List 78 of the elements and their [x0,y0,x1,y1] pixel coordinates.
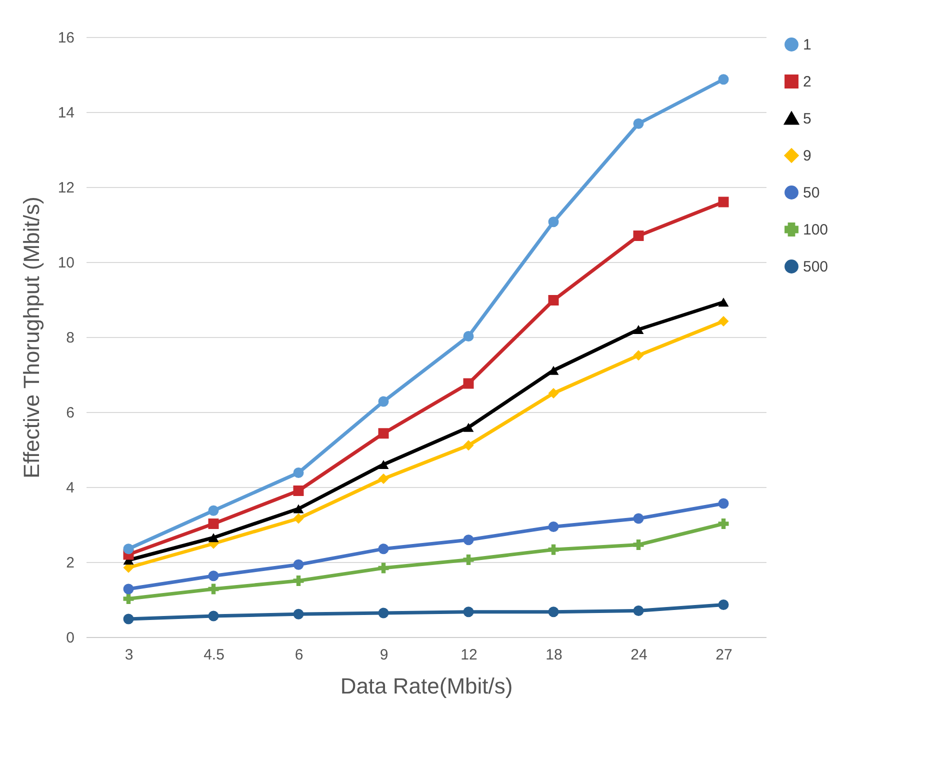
point [463,534,474,546]
y-tick-label: 2 [66,554,74,572]
point [123,544,134,554]
point [463,331,474,342]
point [293,576,304,586]
point [718,518,729,529]
y-axis-title: Effective Thorughput (Mbit/s) [18,196,44,478]
x-tick-label: 24 [630,646,648,664]
point [633,540,644,550]
point [293,559,304,570]
y-tick-label: 10 [58,254,74,272]
y-tick-label: 16 [58,30,74,46]
x-tick-label: 18 [546,646,562,664]
point [378,396,389,407]
point [208,505,219,516]
point [463,606,474,618]
point [293,608,304,620]
x-tick-label: 27 [716,646,732,664]
legend-label: 5 [803,110,812,128]
x-tick-label: 6 [294,646,304,664]
point [208,533,219,542]
point [548,522,559,532]
y-tick-label: 4 [66,480,74,496]
legend-label: 1 [803,36,812,54]
legend-label: 500 [803,258,828,276]
x-tick-label: 4.5 [204,646,224,664]
point [123,584,134,594]
point [463,378,474,389]
point [633,324,644,334]
point [548,295,559,306]
point [463,440,474,451]
point [208,518,219,529]
y-tick-label: 14 [58,104,74,122]
legend-label: 50 [803,184,820,202]
point [293,486,304,496]
point [293,513,304,524]
point [633,513,644,524]
point [463,422,474,432]
point [208,570,219,582]
point [123,614,134,624]
point [633,606,644,616]
point [548,388,559,398]
point [378,460,389,470]
point [123,594,134,604]
x-tick-label: 3 [124,646,134,664]
y-tick-label: 0 [66,630,74,646]
point [633,350,644,361]
point [548,366,559,375]
y-tick-label: 12 [58,180,74,196]
point [718,316,729,326]
x-axis-title: Data Rate(Mbit/s) [340,674,513,698]
point [293,504,304,514]
point [548,216,559,228]
point [463,554,474,565]
point [548,544,559,555]
point [718,600,729,610]
point [378,474,389,484]
point [718,196,729,208]
x-tick-label: 12 [460,646,478,664]
legend-label: 2 [803,74,812,90]
point [378,544,389,554]
y-tick-label: 8 [66,330,74,346]
point [208,610,219,622]
y-tick-label: 6 [66,404,74,422]
point [718,498,729,509]
legend-label: 9 [803,148,812,164]
x-tick-label: 9 [380,646,388,664]
point [633,118,644,129]
point [718,74,729,85]
legend-label: 100 [803,222,828,238]
point [548,606,559,618]
point [378,608,389,618]
point [378,428,389,439]
point [633,230,644,241]
point [293,468,304,478]
point [718,298,729,307]
point [208,584,219,594]
point [378,562,389,574]
